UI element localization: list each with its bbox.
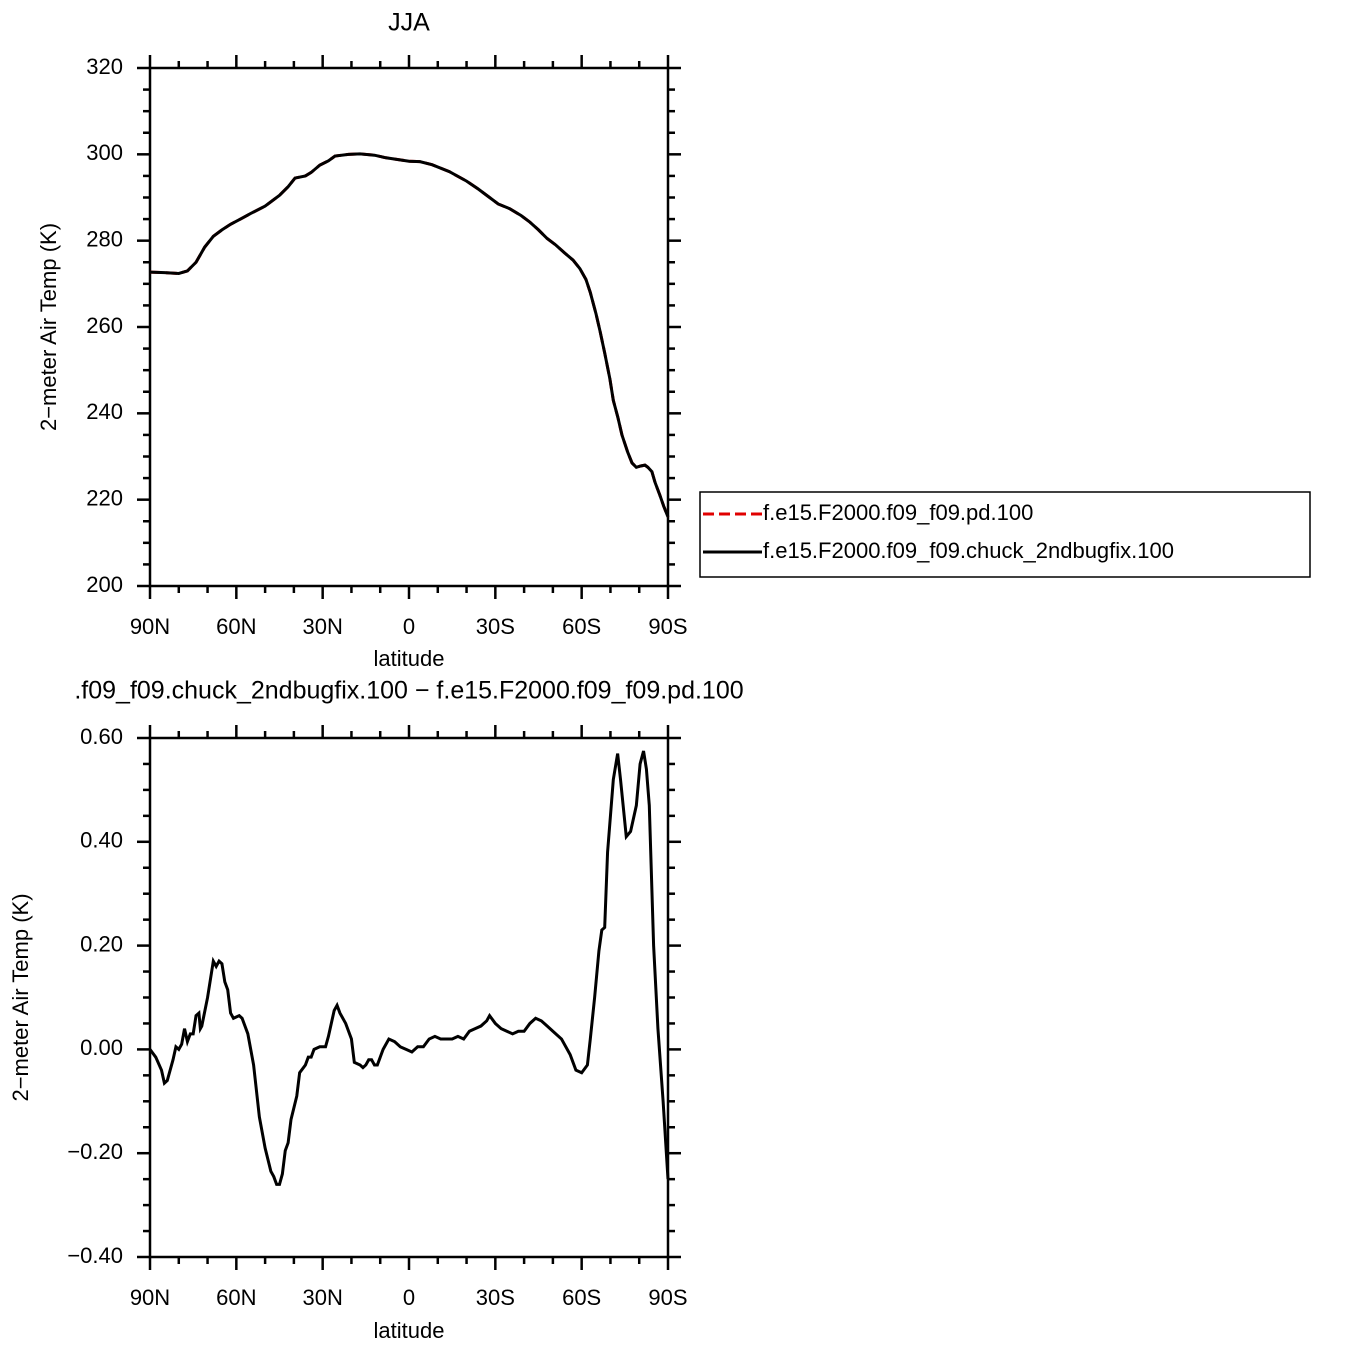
x-tick-label: 90S [648, 1285, 687, 1310]
y-tick-label: 200 [86, 572, 123, 597]
legend-label: f.e15.F2000.f09_f09.chuck_2ndbugfix.100 [763, 538, 1174, 563]
y-tick-label: −0.40 [67, 1243, 123, 1268]
data-line [149, 152, 670, 518]
x-tick-label: 60N [216, 614, 256, 639]
chart-title: .f09_f09.chuck_2ndbugfix.100 − f.e15.F20… [74, 677, 743, 705]
y-tick-label: 280 [86, 226, 123, 251]
y-tick-label: 0.40 [80, 828, 123, 853]
y-axis-label: 2−meter Air Temp (K) [8, 893, 33, 1101]
legend-box [699, 491, 1311, 578]
plot-frame [148, 66, 670, 588]
y-tick-label: 0.60 [80, 724, 123, 749]
x-tick-label: 90N [130, 1285, 170, 1310]
x-tick-label: 60N [216, 1285, 256, 1310]
y-tick-label: 240 [86, 399, 123, 424]
x-tick-label: 30N [302, 1285, 342, 1310]
y-tick-label: 260 [86, 313, 123, 338]
chart-title: JJA [388, 9, 430, 37]
x-tick-label: 30S [476, 614, 515, 639]
y-tick-label: 0.00 [80, 1035, 123, 1060]
x-tick-label: 0 [403, 614, 415, 639]
y-tick-label: 0.20 [80, 931, 123, 956]
y-tick-label: 320 [86, 54, 123, 79]
y-tick-label: −0.20 [67, 1139, 123, 1164]
data-line [148, 750, 670, 1186]
x-axis-label: latitude [374, 1318, 445, 1343]
plot-frame [148, 736, 670, 1259]
y-tick-label: 220 [86, 485, 123, 510]
legend-label: f.e15.F2000.f09_f09.pd.100 [763, 500, 1033, 525]
x-tick-label: 30S [476, 1285, 515, 1310]
y-axis-label: 2−meter Air Temp (K) [36, 223, 61, 431]
x-axis-label: latitude [374, 646, 445, 671]
x-tick-label: 60S [562, 1285, 601, 1310]
data-line [149, 152, 670, 518]
x-tick-label: 90N [130, 614, 170, 639]
y-tick-label: 300 [86, 140, 123, 165]
x-tick-label: 0 [403, 1285, 415, 1310]
x-tick-label: 60S [562, 614, 601, 639]
x-tick-label: 90S [648, 614, 687, 639]
x-tick-label: 30N [302, 614, 342, 639]
